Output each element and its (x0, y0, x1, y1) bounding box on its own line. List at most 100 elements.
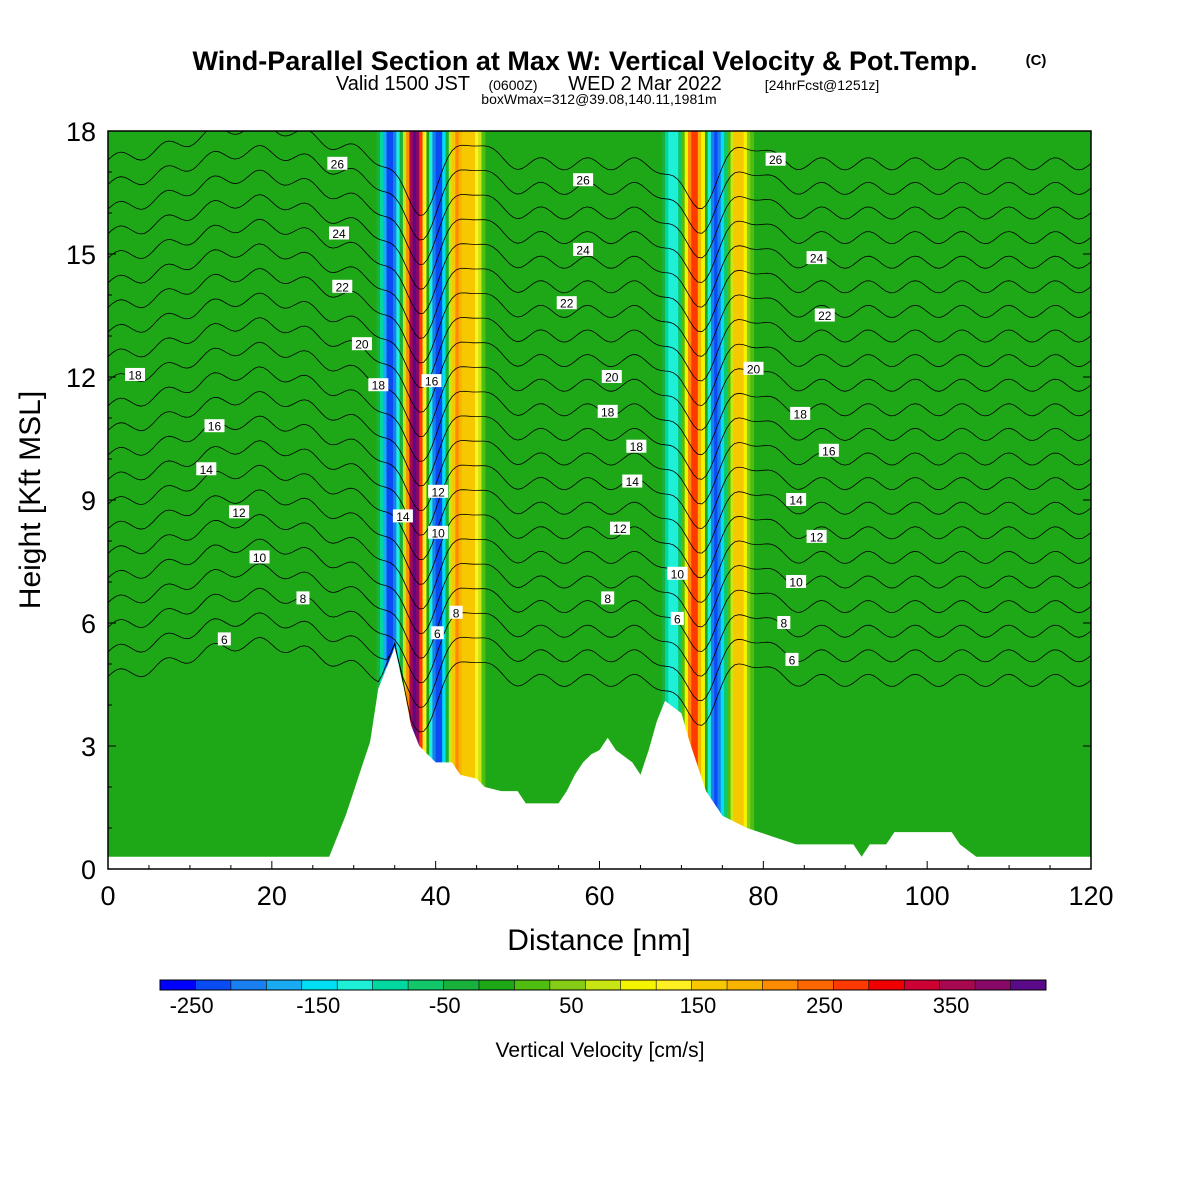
contour-label-text: 24 (332, 227, 346, 241)
contour-label: 18 (790, 406, 811, 421)
contour-label: 14 (786, 493, 807, 508)
velocity-cell (379, 131, 384, 869)
contour-label-text: 12 (431, 485, 445, 499)
velocity-cell (461, 131, 466, 869)
contour-label-text: 10 (431, 526, 445, 540)
contour-label-box (814, 308, 835, 322)
contour-label-text: 16 (208, 420, 222, 434)
velocity-cell (733, 131, 738, 869)
box-wmax: boxWmax=312@39.08,140.11,1981m (481, 91, 716, 107)
contour-label: 16 (204, 419, 225, 434)
contour-label: 12 (806, 529, 827, 544)
contour-label-text: 8 (780, 617, 787, 631)
contour-label-text: 26 (769, 153, 783, 167)
forecast-info: [24hrFcst@1251z] (765, 77, 880, 93)
velocity-cell (416, 131, 420, 869)
contour-label-text: 18 (128, 368, 142, 382)
theta-contour-line (108, 317, 1091, 413)
velocity-cell (694, 131, 699, 869)
velocity-cell (376, 131, 381, 869)
contour-label-text: 14 (626, 475, 640, 489)
contour-label-box (392, 509, 413, 523)
velocity-cell (468, 131, 473, 869)
contour-label-text: 10 (253, 551, 267, 565)
contour-label-box (790, 406, 811, 420)
contour-label-text: 10 (671, 567, 685, 581)
theta-contour-line (108, 415, 1091, 511)
contour-label-box (785, 652, 799, 666)
contour-label: 20 (601, 370, 622, 385)
velocity-cell (481, 131, 486, 869)
contour-label: 22 (556, 296, 577, 311)
colorbar-swatch (975, 980, 1011, 990)
theta-contour-line (108, 464, 1091, 561)
theta-contour-line (108, 341, 1091, 438)
velocity-cell (674, 131, 679, 869)
contour-label-text: 20 (747, 362, 761, 376)
colorbar-swatch (833, 980, 870, 990)
contour-label-box (556, 296, 577, 310)
contour-label-text: 16 (822, 444, 836, 458)
contour-label: 10 (428, 525, 449, 540)
contour-label-box (601, 370, 622, 383)
x-tick-label: 100 (905, 881, 950, 911)
velocity-cell (697, 131, 702, 869)
contour-label: 16 (818, 443, 839, 458)
contour-label: 14 (196, 462, 217, 477)
velocity-cell (727, 131, 732, 869)
velocity-cell (452, 131, 456, 869)
contour-label-box (332, 279, 353, 293)
contour-label-text: 8 (453, 606, 460, 620)
velocity-cell (681, 131, 686, 869)
velocity-cell (668, 131, 673, 869)
contour-label: 24 (806, 251, 827, 266)
contour-label: 6 (217, 632, 231, 647)
contour-label-box (125, 367, 146, 381)
contour-label: 24 (573, 242, 594, 257)
contour-label-text: 14 (396, 510, 410, 524)
contour-label-box (368, 378, 389, 392)
theta-contour-line (108, 563, 1091, 659)
contour-label-text: 16 (425, 375, 439, 389)
colorbar-label: 50 (559, 993, 583, 1018)
theta-contour-line (108, 440, 1091, 536)
field-background (108, 131, 1091, 869)
x-axis: 0 20 40 60 80 100 120 (100, 861, 1114, 911)
velocity-cell (448, 131, 453, 869)
velocity-cell (389, 131, 394, 869)
contour-label-box (609, 521, 630, 535)
contour-label-text: 22 (560, 297, 574, 311)
velocity-cell (746, 131, 751, 869)
velocity-cell (701, 131, 705, 869)
velocity-cell (750, 131, 755, 869)
contour-label: 14 (392, 509, 413, 524)
contour-label-text: 14 (789, 494, 803, 508)
contour-label-text: 8 (300, 592, 307, 606)
y-tick-label: 3 (81, 732, 96, 762)
contour-label-text: 20 (355, 338, 369, 352)
velocity-cell (422, 131, 427, 869)
contour-label: 6 (670, 611, 684, 626)
contour-label-box (217, 632, 231, 646)
y-axis: 0 3 6 9 12 15 18 (66, 117, 1091, 885)
contour-label-box (204, 419, 225, 433)
contour-label-text: 6 (789, 653, 796, 667)
contour-label-text: 18 (372, 379, 386, 393)
y-tick-label: 15 (66, 240, 96, 270)
velocity-cell (678, 131, 683, 869)
colorbar-swatch (656, 980, 692, 990)
x-tick-label: 0 (100, 881, 115, 911)
contour-label-text: 24 (576, 243, 590, 257)
velocity-cell (691, 131, 696, 869)
contour-label: 12 (428, 484, 449, 499)
velocity-cell (383, 131, 388, 869)
copyright-mark: (C) (1026, 52, 1047, 69)
contour-label: 20 (351, 337, 372, 352)
valid-date: WED 2 Mar 2022 (568, 73, 721, 95)
contour-label-box (786, 575, 807, 588)
contour-label-box (806, 251, 827, 265)
contour-label-box (329, 226, 350, 240)
x-tick-label: 20 (257, 881, 287, 911)
